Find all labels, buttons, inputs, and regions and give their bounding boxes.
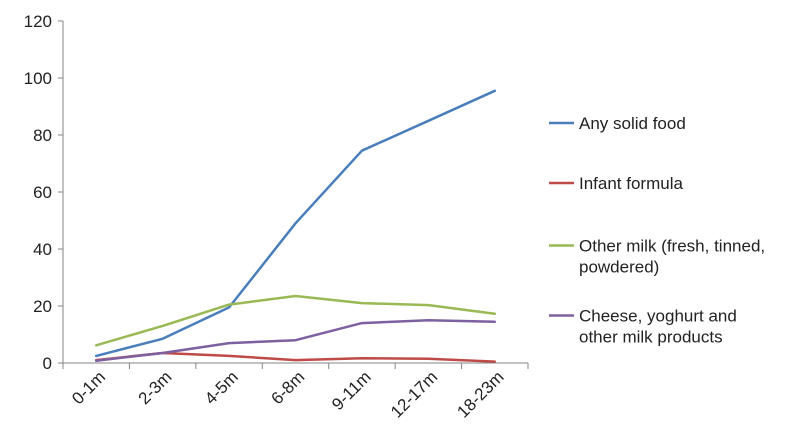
series-lines bbox=[94, 89, 497, 363]
legend-label: Cheese, yoghurt and bbox=[579, 307, 737, 326]
x-tick-label: 6-8m bbox=[268, 367, 309, 408]
axes bbox=[62, 21, 528, 364]
series-line-1 bbox=[94, 89, 497, 358]
y-tick-label: 60 bbox=[33, 183, 52, 202]
legend-label: Any solid food bbox=[579, 114, 686, 133]
y-tick-label: 100 bbox=[24, 69, 52, 88]
legend-label: other milk products bbox=[579, 328, 723, 347]
x-axis-ticks: 0-1m 2-3m 4-5m 6-8m 9-11m 12-17m 18-23m bbox=[62, 363, 529, 422]
legend-label: powdered) bbox=[579, 258, 659, 277]
x-tick-label: 18-23m bbox=[453, 367, 507, 421]
x-tick-label: 12-17m bbox=[387, 367, 441, 421]
y-tick-label: 0 bbox=[43, 354, 52, 373]
y-tick-label: 80 bbox=[33, 126, 52, 145]
y-tick-label: 20 bbox=[33, 297, 52, 316]
y-tick-label: 40 bbox=[33, 240, 52, 259]
x-tick-label: 2-3m bbox=[135, 367, 176, 408]
y-tick-label: 120 bbox=[24, 12, 52, 31]
legend-label: Other milk (fresh, tinned, bbox=[579, 237, 765, 256]
x-tick-label: 4-5m bbox=[201, 367, 242, 408]
series-line-3 bbox=[94, 294, 497, 347]
legend: Any solid food Infant formula Other milk (… bbox=[549, 114, 765, 347]
x-tick-label: 9-11m bbox=[328, 367, 375, 414]
legend-label: Infant formula bbox=[579, 174, 683, 193]
series-line-4 bbox=[94, 319, 497, 362]
y-axis-ticks: 0 20 40 60 80 100 120 bbox=[24, 12, 63, 373]
x-tick-label: 0-1m bbox=[68, 367, 109, 408]
